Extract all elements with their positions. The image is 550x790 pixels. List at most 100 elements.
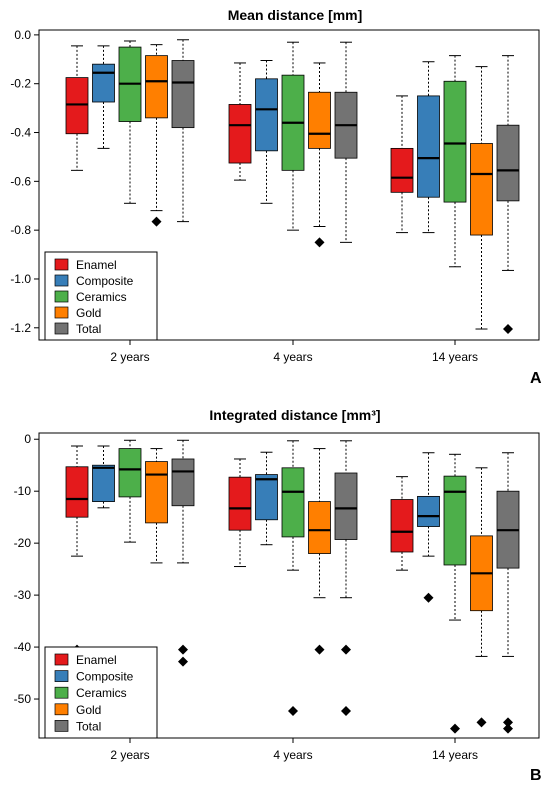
y-tick-label: -50: [14, 692, 32, 706]
legend-label: Enamel: [76, 258, 117, 272]
legend-label: Enamel: [76, 653, 117, 667]
box-gold-2-years: [145, 44, 168, 227]
box-composite-4-years: [255, 451, 278, 546]
legend-b: Enamel Composite Ceramics Gold Total: [44, 646, 158, 739]
box-iqr: [228, 476, 252, 531]
box-plots-b: [65, 439, 520, 734]
outlier-point: [151, 216, 162, 227]
legend-label: Ceramics: [76, 686, 127, 700]
x-axis-b: 2 years 4 years 14 years: [110, 738, 478, 762]
box-ceramics-14-years: [443, 55, 467, 268]
panel-letter-a: A: [530, 370, 542, 387]
box-total-4-years: [334, 440, 358, 716]
x-axis-a: 2 years 4 years 14 years: [110, 340, 478, 364]
legend-swatch: [54, 653, 69, 666]
box-ceramics-14-years: [443, 453, 467, 734]
y-tick-label: -20: [14, 536, 32, 550]
box-composite-4-years: [255, 60, 278, 204]
box-enamel-14-years: [390, 476, 414, 571]
box-iqr: [92, 63, 115, 103]
outlier-point: [503, 717, 513, 728]
box-plots-a: [65, 39, 520, 335]
outlier-point: [450, 723, 460, 734]
box-gold-2-years: [145, 448, 168, 564]
box-iqr: [470, 143, 493, 236]
legend-swatch: [54, 290, 69, 303]
box-gold-14-years: [470, 467, 493, 728]
x-tick-label: 14 years: [432, 748, 478, 762]
box-iqr: [496, 124, 520, 202]
y-tick-label: 0.0: [14, 28, 31, 42]
box-iqr: [228, 104, 252, 164]
y-tick-label: 0: [24, 432, 31, 446]
box-gold-14-years: [470, 66, 493, 330]
y-tick-label: -0.6: [10, 174, 31, 188]
panel-a: Mean distance [mm] 0.0 -0.2 -0.4 -0.6 -0.8 -1…: [10, 7, 542, 387]
outlier-point: [288, 705, 298, 716]
chart-title-a: Mean distance [mm]: [228, 7, 363, 23]
legend-swatch: [54, 258, 69, 271]
box-total-2-years: [171, 39, 195, 223]
x-tick-label: 2 years: [110, 748, 149, 762]
y-tick-label: -0.4: [10, 126, 31, 140]
outlier-point: [476, 717, 487, 728]
y-tick-label: -0.2: [10, 77, 31, 91]
legend-swatch: [54, 274, 69, 287]
outlier-point: [314, 237, 325, 248]
box-gold-4-years: [308, 62, 331, 248]
box-iqr: [171, 60, 195, 129]
outlier-point: [423, 592, 434, 603]
legend-swatch: [54, 720, 69, 732]
legend-label: Total: [76, 719, 101, 733]
y-axis-a: 0.0 -0.2 -0.4 -0.6 -0.8 -1.0 -1.2: [10, 28, 39, 335]
box-iqr: [255, 78, 278, 152]
box-iqr: [171, 458, 195, 507]
box-composite-2-years: [92, 445, 115, 509]
legend-swatch: [54, 703, 69, 716]
x-tick-label: 14 years: [432, 350, 478, 364]
legend-label: Gold: [76, 703, 101, 717]
outlier-point: [341, 644, 351, 655]
box-iqr: [145, 55, 168, 119]
box-total-14-years: [496, 452, 520, 734]
chart-title-b: Integrated distance [mm³]: [209, 407, 380, 423]
box-iqr: [92, 464, 115, 502]
y-tick-label: -1.0: [10, 272, 31, 286]
panel-b: Integrated distance [mm³] 0 -10 -20 -30 -40 -…: [14, 407, 542, 784]
outlier-point: [178, 644, 188, 655]
legend-swatch: [54, 322, 69, 335]
plot-frame-b: [38, 432, 540, 739]
box-enamel-14-years: [390, 95, 414, 234]
y-tick-label: -10: [14, 484, 32, 498]
x-tick-label: 4 years: [273, 350, 312, 364]
box-enamel-4-years: [228, 62, 252, 181]
box-composite-2-years: [92, 45, 115, 149]
outlier-point: [503, 723, 513, 734]
box-total-2-years: [171, 439, 195, 667]
legend-a: Enamel Composite Ceramics Gold Total: [44, 251, 158, 341]
box-iqr: [417, 495, 440, 527]
box-gold-4-years: [308, 448, 331, 655]
box-iqr: [443, 475, 467, 566]
box-iqr: [255, 474, 278, 521]
y-tick-label: -30: [14, 588, 32, 602]
legend-swatch: [54, 686, 69, 699]
outlier-point: [314, 644, 325, 655]
box-iqr: [390, 147, 414, 193]
box-total-14-years: [496, 55, 520, 335]
y-tick-label: -0.8: [10, 223, 31, 237]
outlier-point: [341, 705, 351, 716]
outlier-point: [178, 656, 188, 667]
box-enamel-4-years: [228, 458, 252, 568]
x-tick-label: 2 years: [110, 350, 149, 364]
panel-letter-b: B: [530, 767, 542, 784]
legend-swatch: [54, 670, 69, 682]
plot-frame-a: [38, 29, 540, 341]
box-iqr: [118, 448, 142, 498]
box-ceramics-2-years: [118, 439, 142, 667]
box-enamel-2-years: [65, 445, 89, 655]
box-composite-14-years: [417, 61, 440, 234]
box-ceramics-4-years: [281, 440, 305, 716]
box-iqr: [443, 80, 467, 203]
